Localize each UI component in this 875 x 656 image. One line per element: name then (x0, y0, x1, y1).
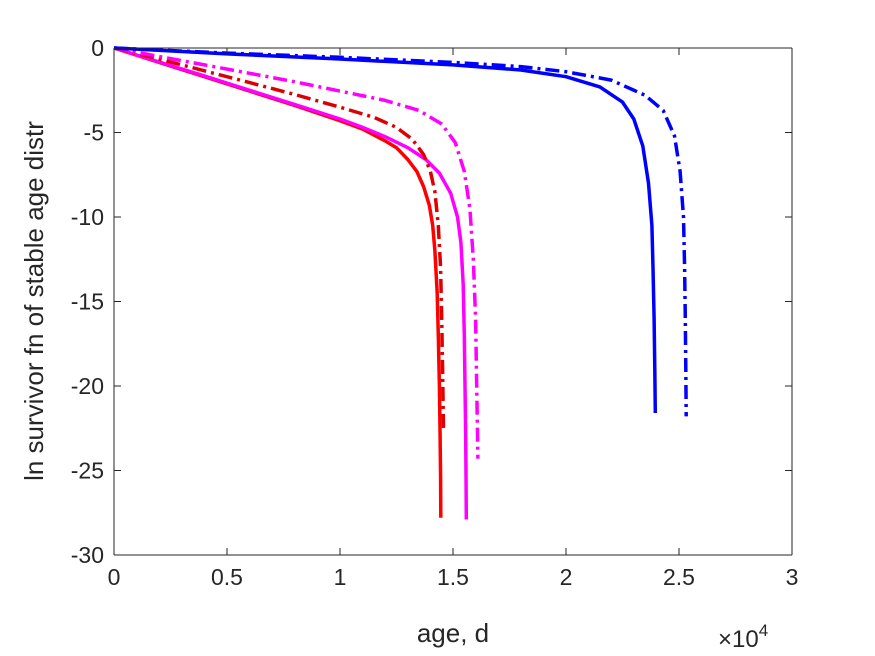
series-line-6 (113, 46, 688, 417)
y-tick-label: -15 (71, 289, 104, 315)
x-tick-label: 0.5 (211, 564, 243, 590)
y-tick-label: -25 (71, 458, 104, 484)
y-tick-label: -10 (71, 204, 104, 230)
y-tick-label: -5 (84, 120, 104, 146)
x-axis-multiplier: ×104 (718, 621, 768, 653)
series-line-3 (113, 46, 446, 432)
series-line-5 (113, 46, 658, 414)
series-layer (113, 46, 688, 520)
y-tick-label: -30 (71, 542, 104, 568)
plot-area (114, 48, 792, 555)
x-tick-label: 1.5 (437, 564, 469, 590)
y-tick-label: -20 (71, 373, 104, 399)
x-tick-label: 1 (334, 564, 347, 590)
x-tick-label: 2 (560, 564, 573, 590)
x-axis-multiplier-exponent: 4 (759, 621, 768, 640)
y-tick-label: 0 (91, 35, 104, 61)
x-axis-multiplier-base: ×10 (718, 626, 759, 653)
series-line-2 (113, 46, 469, 520)
series-line-4 (113, 46, 480, 459)
x-tick-label: 0 (108, 564, 121, 590)
y-axis-label: ln survivor fn of stable age distr (19, 121, 49, 481)
x-tick-label: 2.5 (663, 564, 695, 590)
x-axis-label: age, d (417, 618, 489, 648)
ticks-layer: 0 0.5 1 1.5 2 2.5 3 0 -5 -10 -15 -20 -25 -30 (71, 35, 799, 590)
x-tick-label: 3 (786, 564, 799, 590)
